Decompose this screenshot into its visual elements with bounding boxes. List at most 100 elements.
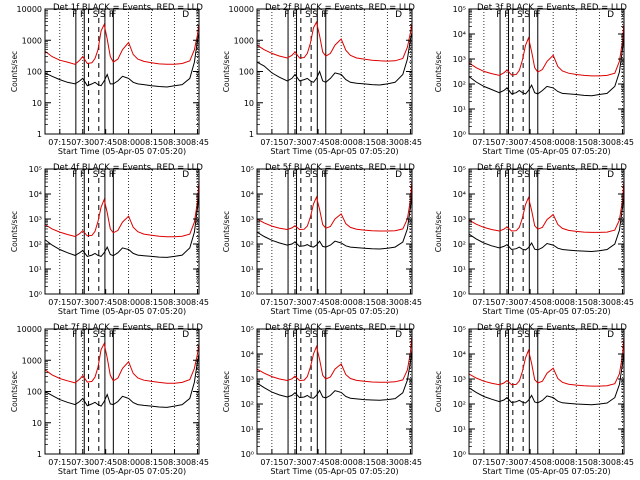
y-tick-label: 10¹ xyxy=(29,265,42,274)
y-axis-label: Counts/sec xyxy=(10,51,19,92)
y-tick-label: 10² xyxy=(453,400,466,409)
x-tick-label: 08:30 xyxy=(588,458,611,467)
x-axis-label: Start Time (05-Apr-05 07:05:20) xyxy=(270,467,398,476)
x-tick-label: 07:45 xyxy=(94,298,117,307)
y-tick-label: 1 xyxy=(37,450,42,459)
event-marker-label: F xyxy=(504,170,509,180)
x-tick-label: 08:00 xyxy=(330,138,353,147)
x-tick-label: 08:00 xyxy=(330,458,353,467)
x-tick-label: 07:30 xyxy=(283,138,306,147)
event-marker-label: S xyxy=(312,10,318,20)
event-marker-label: F xyxy=(324,170,329,180)
event-marker-label: F xyxy=(111,170,116,180)
y-tick-label: 10¹ xyxy=(453,265,466,274)
series-line-events xyxy=(44,353,200,408)
x-tick-label: 07:15 xyxy=(260,298,283,307)
plot-frame xyxy=(44,328,200,455)
x-tick-label: 08:45 xyxy=(186,138,209,147)
event-marker-label: F xyxy=(496,330,501,340)
y-tick-label: 10¹ xyxy=(241,425,254,434)
event-marker-label: S xyxy=(524,170,530,180)
x-tick-label: 08:00 xyxy=(330,298,353,307)
y-tick-label: 1000 xyxy=(22,356,42,365)
event-marker-label: F xyxy=(80,10,85,20)
event-marker-label: F xyxy=(292,170,297,180)
x-tick-label: 07:30 xyxy=(71,138,94,147)
x-tick-label: 07:15 xyxy=(48,298,71,307)
event-marker-label: F xyxy=(72,330,77,340)
event-marker-label: S xyxy=(312,330,318,340)
plot-frame xyxy=(468,328,625,455)
event-marker-label: F xyxy=(533,170,538,180)
y-tick-label: 10⁵ xyxy=(29,165,42,174)
x-tick-label: 07:45 xyxy=(519,298,542,307)
event-marker-label: S xyxy=(524,10,530,20)
x-tick-label: 08:30 xyxy=(588,138,611,147)
event-marker-label: F xyxy=(533,330,538,340)
y-tick-label: 10⁵ xyxy=(241,325,254,334)
y-tick-label: 10⁰ xyxy=(453,130,466,139)
x-axis-label: Start Time (05-Apr-05 07:05:20) xyxy=(482,307,610,316)
x-tick-label: 08:45 xyxy=(399,458,422,467)
event-marker-label: S xyxy=(517,10,523,20)
event-marker-label: D xyxy=(182,10,189,20)
x-tick-label: 07:30 xyxy=(495,138,518,147)
event-marker-label: S xyxy=(100,170,106,180)
y-tick-label: 10000 xyxy=(17,5,42,14)
y-tick-label: 1000 xyxy=(234,36,254,45)
y-tick-label: 10⁴ xyxy=(453,350,466,359)
x-tick-label: 07:15 xyxy=(472,138,495,147)
x-tick-label: 08:45 xyxy=(611,458,634,467)
plot-frame xyxy=(44,168,200,295)
event-marker-label: D xyxy=(395,170,402,180)
series-line-lld xyxy=(44,22,200,65)
x-tick-label: 08:45 xyxy=(611,138,634,147)
event-marker-label: D xyxy=(607,330,614,340)
y-tick-label: 1 xyxy=(37,130,42,139)
y-tick-label: 10⁴ xyxy=(453,30,466,39)
x-tick-label: 07:15 xyxy=(260,458,283,467)
x-axis-label: Start Time (05-Apr-05 07:05:20) xyxy=(58,467,186,476)
series-line-lld xyxy=(256,20,413,62)
panel-title: Det 7f BLACK = Events, RED = LLD xyxy=(53,323,203,333)
x-tick-label: 08:30 xyxy=(163,458,186,467)
x-tick-label: 08:15 xyxy=(353,298,376,307)
y-axis-label: Counts/sec xyxy=(434,211,443,252)
x-tick-label: 08:15 xyxy=(140,298,163,307)
x-tick-label: 07:45 xyxy=(94,138,117,147)
y-tick-label: 10³ xyxy=(29,215,42,224)
y-axis-label: Counts/sec xyxy=(222,371,231,412)
series-line-lld xyxy=(468,336,625,387)
y-tick-label: 10⁰ xyxy=(453,450,466,459)
x-tick-label: 08:30 xyxy=(163,138,186,147)
x-tick-label: 07:15 xyxy=(472,298,495,307)
panel-title: Det 1f BLACK = Events, RED = LLD xyxy=(53,3,203,13)
x-tick-label: 07:15 xyxy=(260,138,283,147)
x-tick-label: 08:15 xyxy=(565,458,588,467)
series-line-events xyxy=(256,349,413,401)
y-tick-label: 10³ xyxy=(241,375,254,384)
x-tick-label: 07:15 xyxy=(472,458,495,467)
y-tick-label: 10⁴ xyxy=(241,190,254,199)
x-tick-label: 07:15 xyxy=(48,458,71,467)
y-axis-label: Counts/sec xyxy=(222,51,231,92)
y-tick-label: 10² xyxy=(241,240,254,249)
event-marker-label: F xyxy=(80,330,85,340)
series-line-lld xyxy=(256,178,413,232)
y-tick-label: 10⁰ xyxy=(29,290,42,299)
x-tick-label: 08:00 xyxy=(117,458,140,467)
y-tick-label: 1000 xyxy=(22,36,42,45)
event-marker-label: F xyxy=(504,10,509,20)
event-marker-label: F xyxy=(533,10,538,20)
x-tick-label: 07:45 xyxy=(519,458,542,467)
plot-frame xyxy=(468,168,625,295)
event-marker-label: F xyxy=(80,170,85,180)
y-tick-label: 1 xyxy=(249,130,254,139)
event-marker-label: S xyxy=(305,330,311,340)
x-axis-label: Start Time (05-Apr-05 07:05:20) xyxy=(58,307,186,316)
